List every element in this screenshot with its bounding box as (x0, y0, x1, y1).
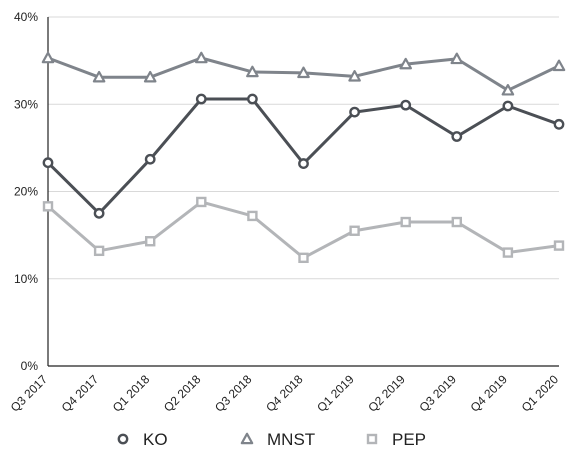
data-point-pep (349, 225, 360, 236)
data-point-ko (246, 93, 258, 105)
data-point-mnst (297, 66, 310, 79)
data-point-pep (553, 240, 565, 251)
y-axis-tick-labels: 0% 10% 20% 30% 40% (14, 10, 38, 373)
data-point-ko (349, 106, 360, 118)
data-point-mnst (92, 70, 106, 83)
x-tick-label: Q4 2018 (263, 372, 306, 415)
data-point-mnst (348, 70, 361, 82)
data-point-mnst (399, 57, 412, 70)
series-ko (42, 93, 565, 219)
data-point-pep (144, 236, 156, 247)
grid-lines (48, 16, 559, 280)
x-tick-label: Q2 2019 (365, 372, 408, 415)
x-tick-label: Q1 2019 (314, 372, 357, 415)
x-tick-label: Q4 2019 (468, 372, 511, 415)
legend-label-mnst: MNST (267, 430, 315, 449)
axes (47, 17, 559, 367)
legend-item-ko: KO (117, 430, 168, 449)
data-point-ko (553, 118, 565, 130)
data-point-ko (195, 93, 207, 105)
legend-marker-mnst (240, 432, 254, 445)
data-point-pep (93, 245, 105, 257)
data-point-ko (93, 207, 105, 219)
y-tick-label: 10% (14, 272, 38, 286)
data-point-mnst (143, 70, 157, 83)
data-point-mnst (501, 83, 515, 96)
legend-label-pep: PEP (392, 430, 426, 449)
data-point-pep (196, 196, 207, 208)
x-tick-label: Q3 2018 (212, 372, 255, 415)
series-pep (42, 196, 565, 264)
series-line-pep (47, 200, 560, 260)
x-axis-tick-labels: Q3 2017 Q4 2017 Q1 2018 Q2 2018 Q3 2018 Q4 20… (8, 372, 562, 415)
data-point-ko (144, 153, 156, 165)
data-point-ko (42, 157, 54, 169)
x-tick-label: Q3 2019 (416, 372, 459, 415)
legend-marker-ko (117, 433, 129, 445)
y-tick-label: 20% (14, 185, 38, 199)
data-point-pep (298, 252, 309, 264)
legend: KO MNST PEP (117, 430, 426, 449)
legend-item-mnst: MNST (240, 430, 315, 449)
data-point-ko (400, 99, 412, 111)
series-mnst (41, 51, 566, 96)
data-point-mnst (552, 59, 566, 72)
x-tick-label: Q1 2020 (519, 372, 562, 415)
data-point-pep (400, 216, 411, 228)
data-point-mnst (195, 51, 208, 64)
data-point-ko (502, 100, 514, 112)
x-tick-label: Q4 2017 (59, 372, 102, 415)
y-tick-label: 0% (21, 359, 39, 373)
data-point-mnst (246, 65, 259, 78)
x-tick-label: Q2 2018 (161, 372, 204, 415)
legend-item-pep: PEP (366, 430, 426, 449)
x-tick-label: Q3 2017 (8, 372, 51, 415)
legend-label-ko: KO (143, 430, 168, 449)
data-point-mnst (450, 52, 464, 65)
data-point-pep (451, 216, 462, 228)
series-line-ko (46, 97, 560, 215)
data-point-pep (502, 247, 514, 258)
data-point-pep (247, 210, 258, 222)
data-point-ko (298, 158, 309, 169)
x-tick-label: Q1 2018 (110, 372, 153, 415)
data-series (41, 51, 566, 264)
data-point-mnst (41, 51, 55, 64)
data-point-ko (451, 131, 463, 142)
y-tick-label: 40% (14, 10, 38, 24)
y-tick-label: 30% (14, 97, 38, 111)
data-point-pep (42, 201, 54, 212)
legend-marker-pep (366, 433, 378, 445)
